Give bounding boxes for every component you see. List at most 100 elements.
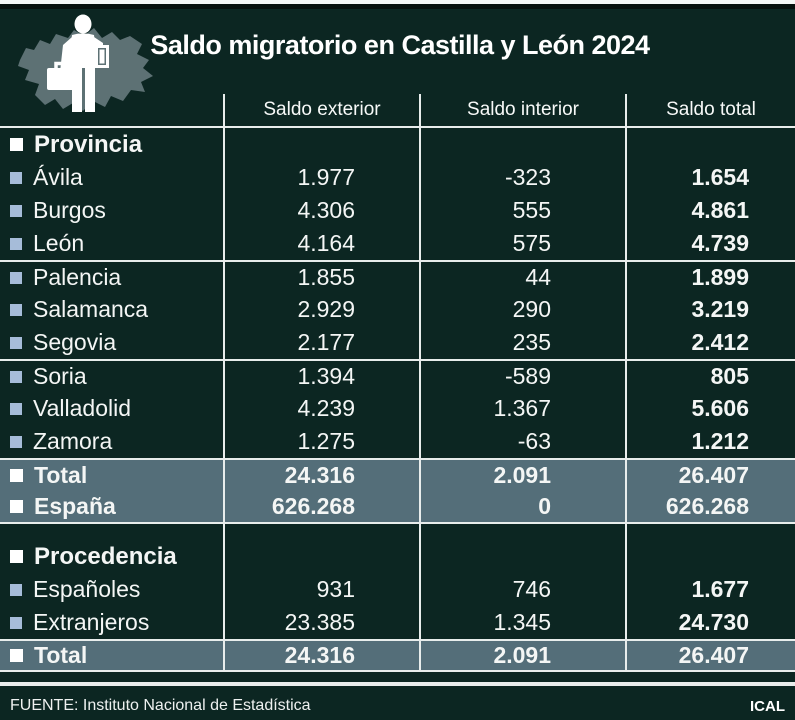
cell-value: 4.861 bbox=[691, 197, 749, 223]
table-row: Total 24.316 2.091 26.407 bbox=[0, 458, 795, 491]
spacer-cell bbox=[225, 524, 421, 540]
row-label: Procedencia bbox=[34, 542, 177, 570]
row-label: Extranjeros bbox=[33, 609, 150, 635]
table-row: Segovia 2.177 235 2.412 bbox=[0, 326, 795, 359]
cell-value: 626.268 bbox=[665, 493, 749, 519]
cell-value: 555 bbox=[421, 194, 627, 227]
table-row: Salamanca 2.929 290 3.219 bbox=[0, 293, 795, 326]
top-white-strip bbox=[0, 0, 795, 4]
top-dark-strip bbox=[0, 4, 795, 9]
row-label: Provincia bbox=[34, 130, 143, 158]
cell-value: 626.268 bbox=[225, 491, 421, 522]
cell-value: 5.606 bbox=[691, 395, 749, 421]
cell-value: 1.212 bbox=[691, 428, 749, 454]
table-row: Procedencia bbox=[0, 540, 795, 573]
bullet-square-icon bbox=[10, 171, 22, 184]
row-label-cell: Ávila bbox=[0, 161, 225, 194]
cell-value bbox=[421, 128, 627, 161]
cell-value: 1.345 bbox=[421, 606, 627, 639]
cell-value: 1.899 bbox=[691, 264, 749, 290]
table-row: Zamora 1.275 -63 1.212 bbox=[0, 425, 795, 458]
row-label: Segovia bbox=[33, 329, 117, 355]
cell-value: 4.164 bbox=[225, 227, 421, 260]
cell-value bbox=[225, 540, 421, 573]
table-body: Provincia Ávila 1.977 -323 1.654 Burgos 4.306 5… bbox=[0, 128, 795, 672]
bullet-square-icon bbox=[10, 649, 23, 662]
table-row: Españoles 931 746 1.677 bbox=[0, 573, 795, 606]
row-label-cell: Extranjeros bbox=[0, 606, 225, 639]
cell-value: 24.316 bbox=[225, 460, 421, 491]
footer-divider bbox=[0, 682, 795, 686]
cell-value: 1.654 bbox=[691, 164, 749, 190]
bullet-square-icon bbox=[10, 237, 22, 250]
cell-value: 575 bbox=[421, 227, 627, 260]
cell-value: 805 bbox=[710, 363, 749, 389]
cell-value: -63 bbox=[421, 425, 627, 458]
row-label: Ávila bbox=[33, 164, 83, 190]
page-title: Saldo migratorio en Castilla y León 2024 bbox=[150, 30, 650, 61]
footer: FUENTE: Instituto Nacional de Estadístic… bbox=[0, 694, 795, 718]
column-header-row: Saldo exterior Saldo interior Saldo tota… bbox=[0, 94, 795, 128]
row-label: Españoles bbox=[33, 576, 141, 602]
cell-value bbox=[627, 540, 795, 573]
bullet-square-icon bbox=[10, 138, 23, 151]
cell-value bbox=[421, 540, 627, 573]
cell-value bbox=[627, 128, 795, 161]
row-label: Valladolid bbox=[33, 395, 132, 421]
cell-value: 2.091 bbox=[421, 641, 627, 670]
cell-value: 26.407 bbox=[678, 642, 749, 668]
cell-value: 1.977 bbox=[225, 161, 421, 194]
bullet-square-icon bbox=[10, 500, 23, 513]
bullet-square-icon bbox=[10, 402, 22, 415]
spacer-row bbox=[0, 524, 795, 540]
corner-cell bbox=[0, 94, 225, 126]
bullet-square-icon bbox=[10, 271, 22, 284]
bullet-square-icon bbox=[10, 435, 22, 448]
data-table: Saldo exterior Saldo interior Saldo tota… bbox=[0, 94, 795, 672]
table-row: España 626.268 0 626.268 bbox=[0, 491, 795, 524]
row-label-cell: Valladolid bbox=[0, 392, 225, 425]
cell-value: 1.855 bbox=[225, 262, 421, 293]
row-label-cell: Provincia bbox=[0, 128, 225, 161]
row-label: Zamora bbox=[33, 428, 113, 454]
table-row: Provincia bbox=[0, 128, 795, 161]
spacer-cell bbox=[421, 524, 627, 540]
row-label-cell: Segovia bbox=[0, 326, 225, 359]
spacer-cell bbox=[0, 524, 225, 540]
cell-value: 24.316 bbox=[225, 641, 421, 670]
bullet-square-icon bbox=[10, 616, 22, 629]
bullet-square-icon bbox=[10, 583, 22, 596]
cell-value: 44 bbox=[421, 262, 627, 293]
row-label: Salamanca bbox=[33, 296, 149, 322]
row-label-cell: Total bbox=[0, 460, 225, 491]
row-label: Total bbox=[34, 642, 88, 668]
row-label-cell: Zamora bbox=[0, 425, 225, 458]
cell-value: 26.407 bbox=[678, 462, 749, 488]
column-header-saldo-exterior: Saldo exterior bbox=[225, 94, 421, 126]
table-row: Extranjeros 23.385 1.345 24.730 bbox=[0, 606, 795, 639]
bullet-square-icon bbox=[10, 303, 22, 316]
row-label-cell: Procedencia bbox=[0, 540, 225, 573]
row-label: España bbox=[34, 493, 116, 519]
row-label-cell: Españoles bbox=[0, 573, 225, 606]
cell-value: 4.739 bbox=[691, 230, 749, 256]
bullet-square-icon bbox=[10, 550, 23, 563]
cell-value: 0 bbox=[421, 491, 627, 522]
table-row: Total 24.316 2.091 26.407 bbox=[0, 639, 795, 672]
row-label-cell: León bbox=[0, 227, 225, 260]
table-row: Valladolid 4.239 1.367 5.606 bbox=[0, 392, 795, 425]
bullet-square-icon bbox=[10, 469, 23, 482]
source-text: FUENTE: Instituto Nacional de Estadístic… bbox=[10, 697, 311, 714]
cell-value: 4.306 bbox=[225, 194, 421, 227]
cell-value: 1.275 bbox=[225, 425, 421, 458]
bullet-square-icon bbox=[10, 336, 22, 349]
migrant-person-icon bbox=[47, 14, 109, 112]
credit-text: ICAL bbox=[750, 697, 785, 715]
cell-value: 3.219 bbox=[691, 296, 749, 322]
table-row: León 4.164 575 4.739 bbox=[0, 227, 795, 260]
cell-value: -323 bbox=[421, 161, 627, 194]
row-label: Burgos bbox=[33, 197, 106, 223]
cell-value: 290 bbox=[421, 293, 627, 326]
cell-value: 1.394 bbox=[225, 361, 421, 392]
